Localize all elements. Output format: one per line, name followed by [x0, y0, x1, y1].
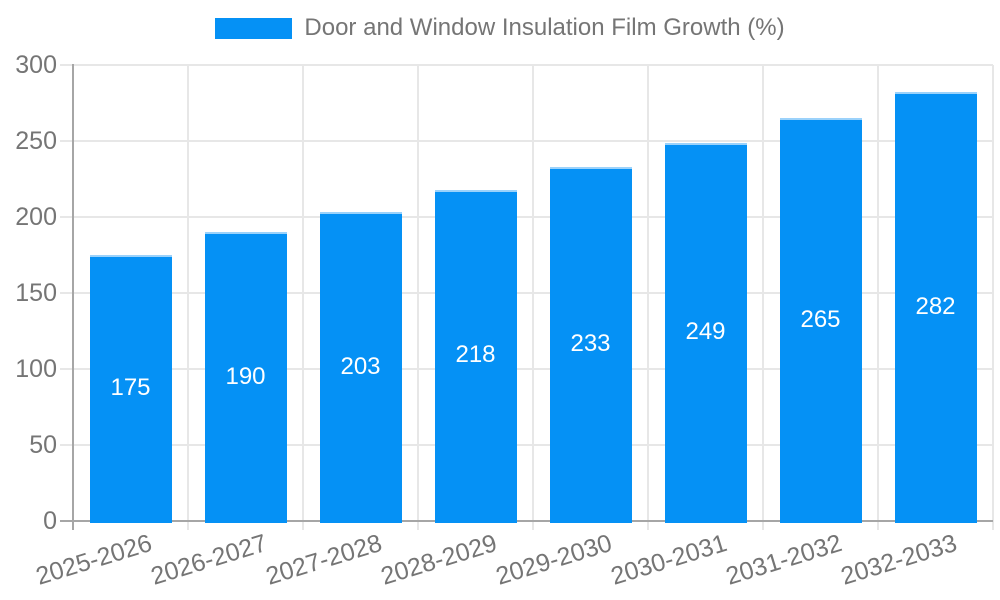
y-tick-label: 200: [15, 203, 57, 231]
v-gridline: [877, 65, 879, 521]
y-tick: [60, 444, 73, 446]
y-tick: [60, 292, 73, 294]
bar: [549, 166, 632, 523]
bar-value-label: 249: [685, 317, 726, 345]
bar-value-label: 203: [340, 352, 381, 380]
x-tick-label: 2029-2030: [492, 529, 615, 591]
x-tick: [302, 521, 304, 530]
y-axis-line: [72, 64, 74, 530]
bar-value-label: 190: [225, 362, 266, 390]
x-axis-line: [60, 520, 993, 522]
y-tick: [60, 140, 73, 142]
legend-label: Door and Window Insulation Film Growth (…: [304, 14, 785, 41]
y-tick: [60, 216, 73, 218]
x-tick: [647, 521, 649, 530]
x-tick: [992, 521, 994, 530]
x-tick-label: 2032-2033: [837, 529, 960, 591]
x-tick-label: 2030-2031: [607, 529, 730, 591]
bar-value-label: 175: [110, 374, 151, 401]
bar: [204, 232, 287, 523]
x-tick-label: 2026-2027: [147, 529, 270, 591]
x-tick-label: 2027-2028: [262, 529, 385, 591]
v-gridline: [187, 65, 189, 521]
x-tick-label: 2028-2029: [377, 529, 500, 591]
v-gridline: [647, 65, 649, 521]
v-gridline: [532, 65, 534, 521]
v-gridline: [302, 65, 304, 521]
v-gridline: [417, 65, 419, 521]
bar: [319, 212, 402, 523]
y-tick-label: 300: [15, 51, 57, 79]
bar-value-label: 282: [915, 292, 956, 320]
bar: [779, 118, 862, 523]
bar-value-label: 218: [455, 341, 496, 369]
bar: [89, 255, 172, 523]
y-tick-label: 0: [43, 507, 57, 535]
legend: Door and Window Insulation Film Growth (…: [0, 14, 1000, 42]
bar-value-label: 233: [570, 329, 611, 357]
y-tick-label: 50: [29, 431, 57, 459]
bar: [894, 92, 977, 523]
y-tick-label: 150: [15, 279, 57, 307]
x-tick-label: 2025-2026: [32, 529, 155, 591]
bar: [434, 189, 517, 523]
x-tick: [187, 521, 189, 530]
v-gridline: [762, 65, 764, 521]
v-gridline: [992, 65, 994, 521]
legend-swatch: [215, 17, 293, 39]
bar-value-label: 265: [800, 305, 841, 333]
y-tick-label: 250: [15, 127, 57, 155]
x-tick: [532, 521, 534, 530]
x-tick: [877, 521, 879, 530]
x-tick-label: 2031-2032: [722, 529, 845, 591]
y-tick: [60, 64, 73, 66]
y-tick-label: 100: [15, 355, 57, 383]
x-tick: [762, 521, 764, 530]
bar: [664, 142, 747, 523]
y-tick: [60, 368, 73, 370]
x-tick: [417, 521, 419, 530]
